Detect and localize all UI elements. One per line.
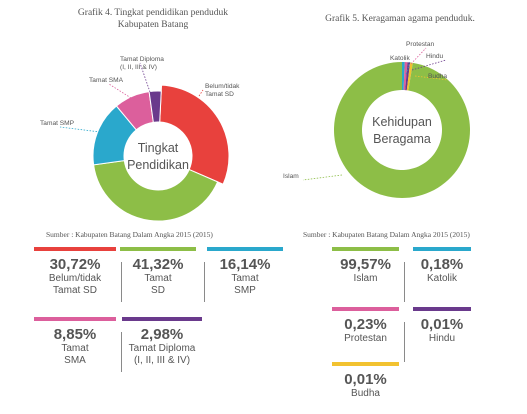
callout-label-budha: Budha (428, 73, 447, 80)
callout-leader-protestan (408, 47, 427, 67)
slice-katolik (402, 62, 405, 91)
callout-label-protestan: Protestan (406, 41, 435, 48)
stat-card-protestan: 0,23% Protestan (332, 307, 399, 345)
stat-value: 0,18% (420, 256, 464, 273)
stat-card-budha: 0,01% Budha (332, 362, 399, 400)
stat-value: 30,72% (49, 256, 101, 273)
callout-leader-katolik (405, 61, 411, 75)
stat-label: Katolik (426, 273, 457, 284)
callout-label-tamat-diploma-i-ii-iii-iv: (I, II, III & IV) (120, 64, 157, 71)
divider (404, 262, 405, 302)
callout-label-belum-tidak-tamat-sd: Belum/tidak (205, 83, 240, 90)
stat-bar (332, 247, 399, 251)
stat-card-tamat-smp: 16,14% Tamat SMP (207, 247, 283, 297)
center-label-line-1: Tingkat (138, 141, 179, 155)
slice-islam (333, 62, 470, 199)
callout-label-islam: Islam (283, 173, 299, 180)
stat-label: Protestan (344, 333, 387, 344)
callout-label-belum-tidak-tamat-sd: Tamat SD (205, 91, 234, 98)
stat-label: Tamat Diploma (I, II, III & IV) (128, 343, 196, 366)
callout-label-katolik: Katolik (390, 55, 410, 62)
stat-card-belum-tamat-sd: 30,72% Belum/tidak Tamat SD (34, 247, 116, 297)
callout-leader-tamat-diploma-i-ii-iii-iv (139, 62, 151, 93)
stat-label: Tamat SMA (61, 343, 89, 366)
stat-card-hindu: 0,01% Hindu (413, 307, 471, 345)
stat-bar (332, 307, 399, 311)
chart5-title: Grafik 5. Keragaman agama penduduk. (325, 14, 475, 24)
stat-bar (332, 362, 399, 366)
chart4-title-line1: Grafik 4. Tingkat pendidikan penduduk (77, 8, 229, 18)
chart4-subtitle: Kabupaten Batang (117, 20, 189, 30)
stat-label: Tamat SD (144, 273, 172, 296)
stat-bar (34, 247, 116, 251)
slice-budha (406, 62, 413, 91)
stat-bar (122, 317, 202, 321)
slice-tamat-sd (93, 160, 219, 222)
center-label-line-2: Beragama (373, 132, 431, 146)
stat-card-katolik: 0,18% Katolik (413, 247, 471, 285)
callout-label-tamat-diploma-i-ii-iii-iv: Tamat Diploma (120, 56, 164, 63)
slice-protestan (403, 62, 408, 91)
callout-label-hindu: Hindu (426, 53, 444, 60)
stat-bar (34, 317, 116, 321)
chart4-source: Sumber : Kabupaten Batang Dalam Angka 20… (46, 230, 213, 239)
religion-donut-chart: Kehidupan Beragama Islam Katolik Protestan Hi… (283, 41, 470, 199)
stat-card-islam: 99,57% Islam (332, 247, 399, 285)
divider (121, 262, 122, 302)
callout-leader-tamat-sma (108, 83, 132, 99)
stat-card-tamat-sd: 41,32% Tamat SD (120, 247, 196, 297)
callout-leader-budha (414, 75, 449, 81)
stat-value: 0,01% (344, 371, 387, 388)
stat-bar (413, 307, 471, 311)
stat-label: Belum/tidak Tamat SD (48, 273, 102, 296)
chart5-source: Sumber : Kabupaten Batang Dalam Angka 20… (303, 230, 470, 239)
stat-card-tamat-diploma: 2,98% Tamat Diploma (I, II, III & IV) (122, 317, 202, 367)
stat-value: 2,98% (140, 326, 184, 343)
stat-bar (207, 247, 283, 251)
callout-label-tamat-sma: Tamat SMA (89, 77, 124, 84)
divider (121, 332, 122, 372)
callout-leader-tamat-smp (59, 126, 101, 133)
center-label-line-2: Pendidikan (127, 158, 189, 172)
chart4-title: Grafik 4. Tingkat pendidikan penduduk Ka… (48, 7, 258, 31)
callout-leader-islam (302, 174, 343, 181)
slice-tamat-diploma-i-ii-iii-iv (148, 90, 162, 123)
stat-label: Islam (353, 273, 378, 284)
stat-label: Tamat SMP (231, 273, 259, 296)
callout-leader-belum-tidak-tamat-sd (198, 89, 204, 97)
callout-label-tamat-smp: Tamat SMP (40, 120, 75, 127)
stat-value: 8,85% (53, 326, 97, 343)
divider (404, 322, 405, 362)
stat-value: 41,32% (132, 256, 184, 273)
stat-value: 99,57% (340, 256, 391, 273)
stat-value: 0,23% (344, 316, 387, 333)
stat-value: 0,01% (420, 316, 464, 333)
stat-card-tamat-sma: 8,85% Tamat SMA (34, 317, 116, 367)
stat-label: Budha (351, 388, 380, 399)
slice-belum-tidak-tamat-sd (159, 84, 230, 185)
divider (204, 262, 205, 302)
stat-bar (120, 247, 196, 251)
center-label-line-1: Kehidupan (372, 115, 432, 129)
stat-label: Hindu (428, 333, 456, 344)
slice-hindu (405, 62, 411, 91)
stat-value: 16,14% (219, 256, 271, 273)
stat-bar (413, 247, 471, 251)
